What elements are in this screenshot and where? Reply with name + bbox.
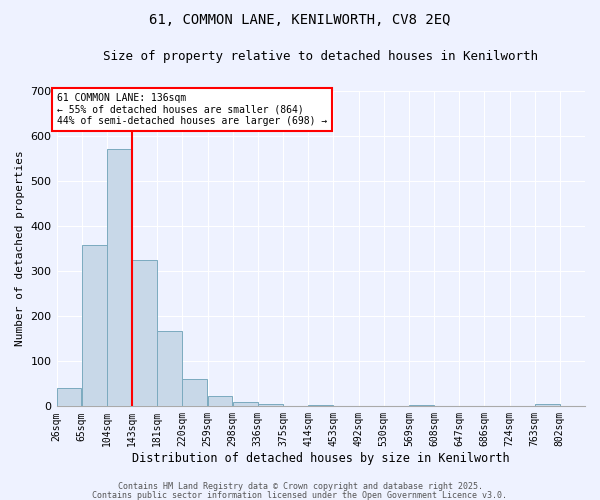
- Y-axis label: Number of detached properties: Number of detached properties: [15, 150, 25, 346]
- Text: 61, COMMON LANE, KENILWORTH, CV8 2EQ: 61, COMMON LANE, KENILWORTH, CV8 2EQ: [149, 12, 451, 26]
- Bar: [132, 260, 157, 406]
- Title: Size of property relative to detached houses in Kenilworth: Size of property relative to detached ho…: [103, 50, 538, 63]
- Bar: [233, 402, 257, 406]
- Bar: [208, 396, 232, 406]
- Text: Contains public sector information licensed under the Open Government Licence v3: Contains public sector information licen…: [92, 490, 508, 500]
- Text: 61 COMMON LANE: 136sqm
← 55% of detached houses are smaller (864)
44% of semi-de: 61 COMMON LANE: 136sqm ← 55% of detached…: [57, 93, 328, 126]
- Bar: [409, 404, 434, 406]
- Bar: [157, 330, 182, 406]
- Text: Contains HM Land Registry data © Crown copyright and database right 2025.: Contains HM Land Registry data © Crown c…: [118, 482, 482, 491]
- Bar: [56, 388, 82, 406]
- X-axis label: Distribution of detached houses by size in Kenilworth: Distribution of detached houses by size …: [132, 452, 509, 465]
- Bar: [82, 246, 107, 406]
- Bar: [308, 405, 333, 406]
- Bar: [258, 404, 283, 406]
- Bar: [535, 404, 560, 406]
- Bar: [107, 149, 132, 406]
- Bar: [182, 380, 207, 406]
